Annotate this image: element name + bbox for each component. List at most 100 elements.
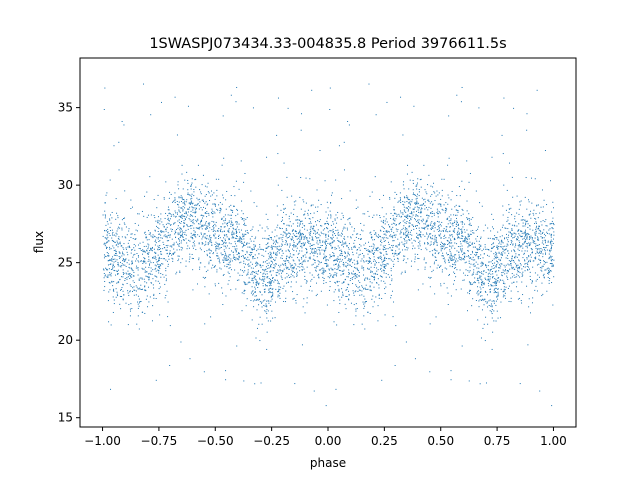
data-point xyxy=(163,243,165,245)
data-point xyxy=(311,250,313,252)
data-point xyxy=(526,113,528,115)
data-point xyxy=(453,231,455,233)
data-point xyxy=(195,227,197,229)
data-point xyxy=(309,221,311,223)
data-point xyxy=(453,214,455,216)
data-point xyxy=(173,252,175,254)
data-point xyxy=(350,258,352,260)
data-point xyxy=(426,220,428,222)
data-point xyxy=(356,252,358,254)
data-point xyxy=(373,256,375,258)
data-point xyxy=(420,233,422,235)
data-point xyxy=(159,248,161,250)
data-point xyxy=(336,217,338,219)
data-point xyxy=(105,215,107,217)
data-point xyxy=(472,252,474,254)
data-point xyxy=(334,272,336,274)
data-point xyxy=(469,233,471,235)
data-point xyxy=(553,231,555,233)
data-point xyxy=(253,246,255,248)
data-point xyxy=(536,264,538,266)
data-point xyxy=(104,229,106,231)
data-point xyxy=(341,244,343,246)
data-point xyxy=(379,217,381,219)
data-point xyxy=(340,218,342,220)
data-point xyxy=(440,246,442,248)
data-point xyxy=(109,248,111,250)
data-point xyxy=(457,211,459,213)
data-point xyxy=(215,246,216,248)
data-point xyxy=(194,211,196,213)
data-point xyxy=(121,229,123,231)
data-point xyxy=(358,271,360,273)
data-point xyxy=(531,249,533,251)
data-point xyxy=(129,272,131,274)
data-point xyxy=(168,209,170,211)
data-point xyxy=(285,266,287,268)
data-point xyxy=(283,223,285,225)
data-point xyxy=(253,277,255,279)
data-point xyxy=(190,210,192,212)
data-point xyxy=(310,230,312,232)
data-point xyxy=(266,226,268,228)
data-point xyxy=(286,255,288,257)
data-point xyxy=(189,240,191,242)
data-point xyxy=(223,226,225,228)
data-point xyxy=(182,247,184,249)
data-point xyxy=(151,247,153,249)
data-point xyxy=(375,233,377,235)
data-point xyxy=(359,289,361,291)
data-point xyxy=(434,234,436,236)
data-point xyxy=(541,295,543,297)
data-point xyxy=(424,266,426,268)
data-point xyxy=(200,233,202,235)
data-point xyxy=(324,270,326,272)
data-point xyxy=(178,209,180,211)
data-point xyxy=(480,291,482,293)
data-point xyxy=(143,250,145,252)
data-point xyxy=(517,237,519,239)
data-point xyxy=(525,234,527,236)
data-point xyxy=(392,260,394,262)
data-point xyxy=(270,255,272,257)
data-point xyxy=(171,257,173,259)
data-point xyxy=(486,302,488,304)
data-point xyxy=(453,283,455,285)
data-point xyxy=(169,236,171,238)
data-point xyxy=(506,255,508,257)
data-point xyxy=(385,251,387,253)
data-point xyxy=(412,182,414,184)
data-point xyxy=(430,236,432,238)
data-point xyxy=(505,227,507,229)
data-point xyxy=(497,231,499,233)
data-point xyxy=(291,267,293,269)
data-point xyxy=(538,232,540,234)
data-point xyxy=(325,259,327,261)
data-point xyxy=(380,255,382,257)
data-point xyxy=(144,289,146,291)
data-point xyxy=(180,242,182,244)
data-point xyxy=(147,253,149,255)
data-point xyxy=(188,247,190,249)
data-point xyxy=(115,251,117,253)
data-point xyxy=(227,283,229,285)
data-point xyxy=(179,229,181,231)
data-point xyxy=(182,188,184,190)
data-point xyxy=(456,250,458,252)
data-point xyxy=(458,232,460,234)
data-point xyxy=(341,259,343,261)
data-point xyxy=(538,225,540,227)
data-point xyxy=(163,276,165,278)
data-point xyxy=(181,164,183,166)
data-point xyxy=(496,255,498,257)
data-point xyxy=(486,266,488,268)
data-point xyxy=(128,266,130,268)
data-point xyxy=(375,262,377,264)
data-point xyxy=(247,264,249,266)
data-point xyxy=(267,246,269,248)
data-point xyxy=(219,212,221,214)
data-point xyxy=(121,236,123,238)
data-point xyxy=(293,254,295,256)
data-point xyxy=(208,222,210,224)
data-point xyxy=(281,277,283,279)
